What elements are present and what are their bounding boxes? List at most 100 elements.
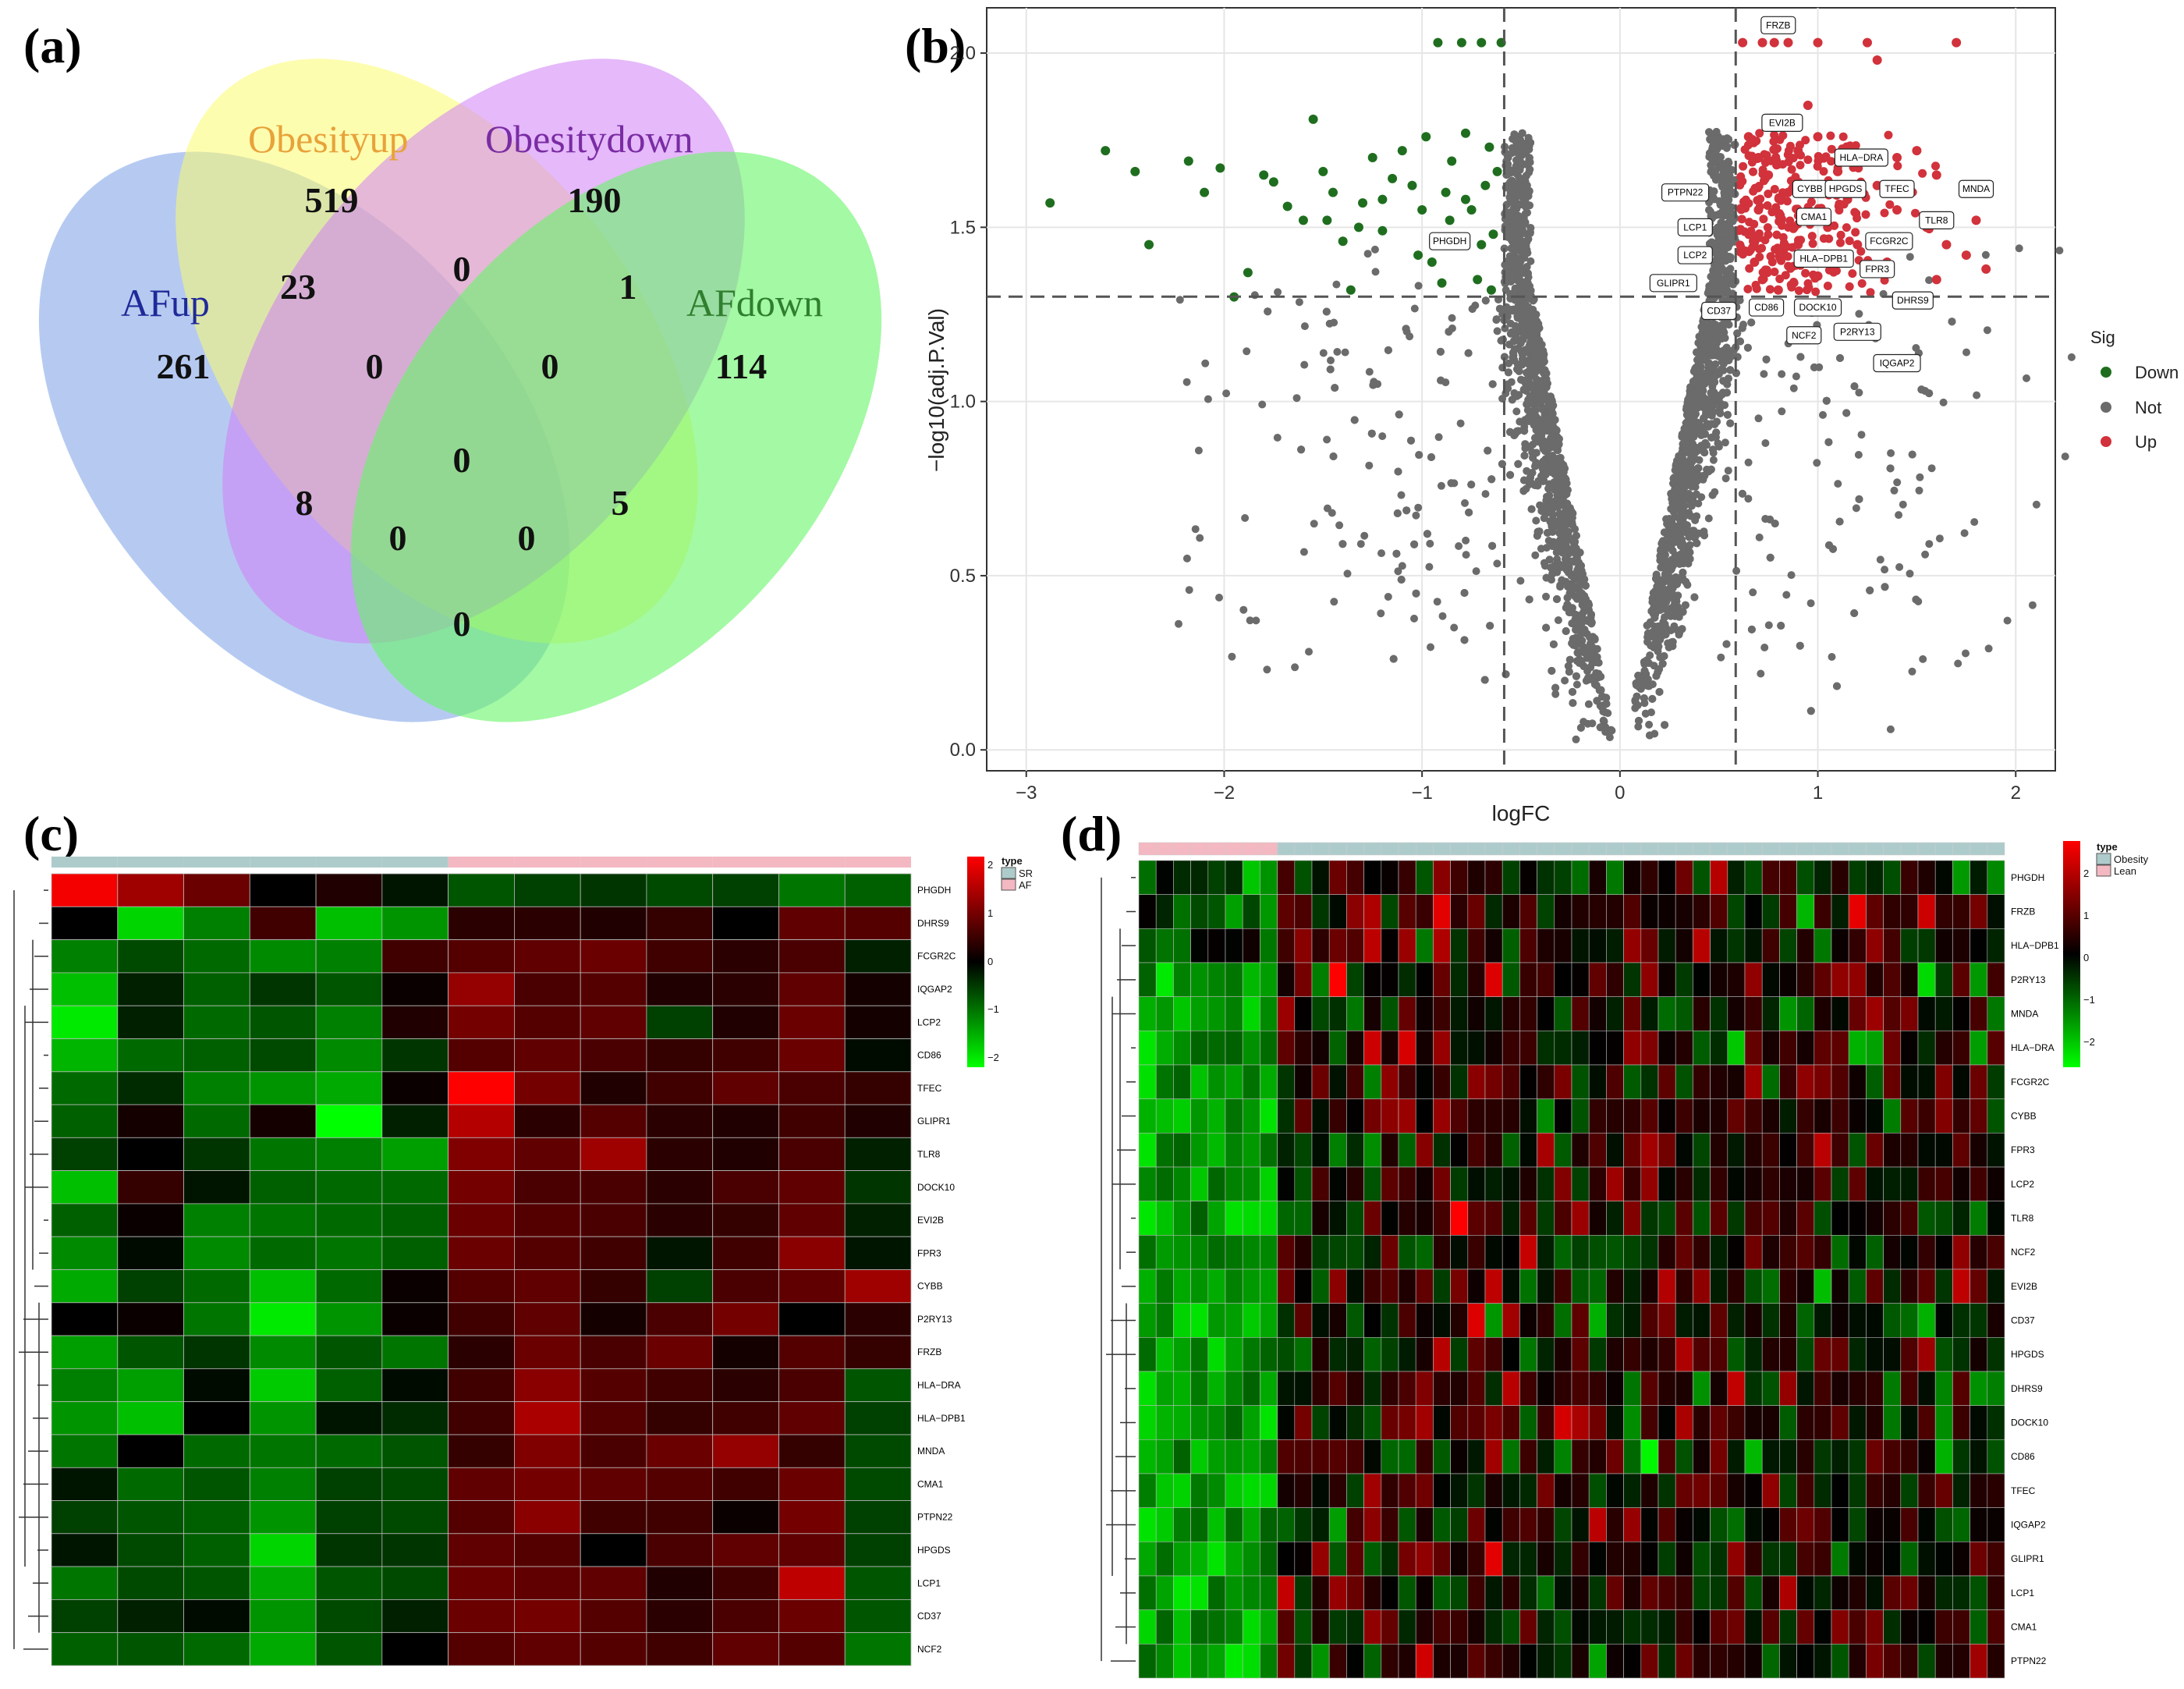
not-point (1704, 514, 1713, 523)
not-point (1686, 512, 1695, 520)
not-point (1538, 405, 1547, 413)
not-point (1709, 445, 1717, 454)
not-point (1526, 257, 1535, 265)
not-point (1646, 681, 1654, 690)
not-point (1744, 458, 1753, 467)
not-point (1551, 683, 1560, 692)
not-point (1525, 145, 1533, 154)
not-point (1481, 296, 1490, 305)
not-point (1948, 318, 1956, 326)
not-point (1586, 633, 1594, 641)
not-point (1436, 347, 1445, 356)
not-point (1634, 722, 1643, 731)
venn-label-obesitydown: Obesitydown (485, 117, 693, 161)
venn-region-obesitydown: 190 (568, 180, 622, 220)
not-point (1908, 450, 1916, 459)
not-point (1699, 344, 1707, 352)
not-point (1468, 305, 1477, 313)
not-point (1527, 505, 1536, 513)
not-point (1516, 577, 1525, 585)
not-point (1510, 389, 1519, 397)
venn-region-obesityup-afdown: 5 (612, 483, 629, 523)
not-point (1655, 687, 1664, 696)
not-point (1728, 165, 1736, 174)
not-point (1520, 452, 1529, 460)
not-point (1556, 583, 1565, 591)
not-point (1542, 369, 1551, 378)
not-point (1535, 389, 1544, 397)
not-point (1671, 612, 1679, 620)
not-point (1915, 486, 1923, 495)
not-point (1493, 327, 1502, 335)
not-point (1704, 360, 1713, 368)
not-point (1855, 495, 1863, 503)
not-point (1576, 723, 1585, 732)
not-point (1881, 583, 1889, 591)
not-point (1700, 430, 1709, 438)
not-point (1597, 686, 1605, 694)
not-point (1733, 329, 1742, 338)
not-point (1718, 365, 1725, 374)
not-point (1545, 438, 1554, 447)
not-point (1726, 419, 1735, 428)
venn-region-obesitydown-afdown: 1 (619, 267, 637, 307)
not-point (1723, 179, 1732, 188)
not-point (1631, 704, 1640, 712)
not-point (1721, 474, 1730, 483)
not-point (1565, 668, 1573, 676)
not-point (1437, 481, 1445, 490)
not-point (1393, 509, 1402, 517)
not-point (1462, 536, 1470, 545)
not-point (1675, 629, 1683, 637)
not-point (1714, 352, 1723, 360)
not-point (1661, 721, 1669, 729)
not-point (1456, 419, 1465, 428)
not-point (1531, 462, 1540, 470)
not-point (1691, 483, 1700, 491)
not-point (1641, 709, 1650, 718)
not-point (1886, 725, 1895, 733)
not-point (1484, 446, 1492, 455)
not-point (1519, 487, 1528, 495)
not-point (1834, 480, 1842, 488)
not-point (1643, 621, 1651, 630)
not-point (1825, 541, 1833, 549)
not-point (1708, 491, 1717, 499)
not-point (1669, 603, 1678, 612)
not-point (1762, 355, 1771, 364)
not-point (1682, 521, 1691, 530)
not-point (1501, 324, 1509, 332)
not-point (1835, 517, 1844, 526)
not-point (1542, 592, 1550, 601)
not-point (1414, 503, 1423, 512)
not-point (1534, 320, 1543, 328)
not-point (1640, 694, 1648, 702)
not-point (1410, 540, 1419, 548)
not-point (1852, 504, 1860, 513)
not-point (1646, 731, 1654, 740)
not-point (1605, 733, 1614, 742)
not-point (1707, 345, 1716, 353)
not-point (1584, 700, 1593, 708)
not-point (1511, 345, 1519, 353)
not-point (1635, 716, 1643, 725)
not-point (1460, 636, 1469, 644)
not-point (1540, 357, 1548, 366)
not-point (1573, 648, 1582, 657)
not-point (1488, 541, 1497, 550)
not-point (1876, 555, 1884, 564)
not-point (1412, 589, 1420, 598)
not-point (1719, 169, 1728, 178)
not-point (1369, 381, 1377, 389)
not-point (1580, 604, 1589, 612)
not-point (1607, 726, 1615, 734)
not-point (1554, 616, 1562, 624)
not-point (1508, 176, 1516, 185)
panel-label-b: (b) (905, 18, 966, 73)
not-point (1712, 176, 1720, 184)
not-point (1520, 476, 1528, 484)
not-point (1587, 610, 1595, 619)
not-point (1665, 522, 1673, 530)
not-point (1330, 318, 1338, 327)
